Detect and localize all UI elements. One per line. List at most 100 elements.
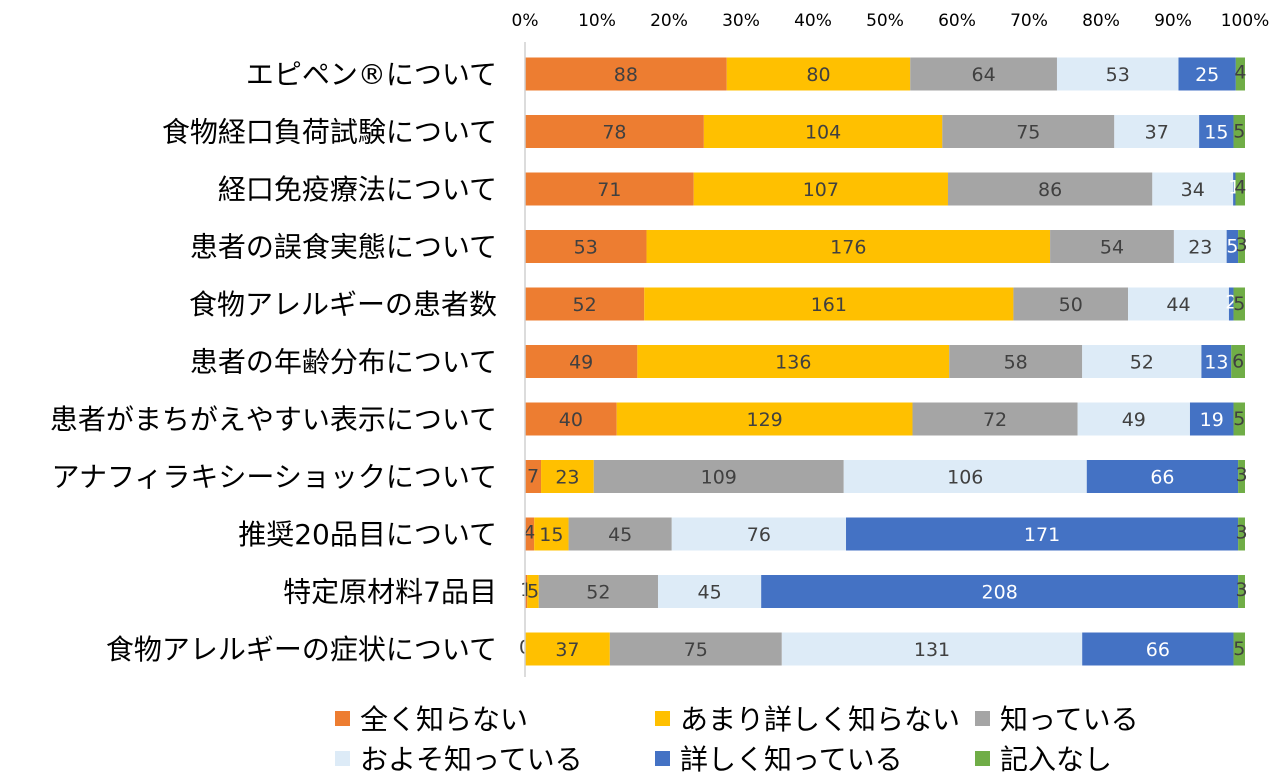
x-tick-label: 30%: [722, 11, 760, 31]
data-label: 76: [747, 524, 771, 546]
bar-segment: [525, 402, 617, 436]
category-label: エピペン®について: [246, 58, 497, 91]
data-label: 3: [1236, 521, 1248, 543]
legend-swatch: [655, 710, 670, 726]
data-label: 80: [806, 64, 830, 86]
category-labels: エピペン®について食物経口負荷試験について経口免疫療法について患者の誤食実態につ…: [50, 58, 497, 666]
bar-segment: [657, 575, 762, 608]
x-tick-label: 60%: [938, 11, 976, 31]
bar-segment: [525, 517, 535, 551]
bar-segment: [527, 575, 539, 608]
bar-segment: [1086, 460, 1239, 493]
bar-segment: [693, 172, 948, 206]
category-label: 患者がまちがえやすい表示について: [50, 403, 497, 436]
bar-segment: [644, 287, 1014, 321]
category-label: アナフィラキシーショックについて: [52, 461, 497, 494]
legend-swatch: [975, 710, 990, 726]
x-tick-label: 10%: [578, 11, 616, 31]
category-label: 食物アレルギーの症状について: [106, 633, 497, 666]
bar-segment: [541, 460, 594, 493]
bar-segment: [525, 230, 647, 263]
data-label: 136: [775, 351, 811, 373]
data-label: 53: [1106, 64, 1130, 86]
data-label: 54: [1100, 236, 1124, 258]
data-label: 52: [573, 294, 597, 316]
bar-segment: [1235, 57, 1245, 91]
data-label: 78: [602, 121, 626, 143]
bar-segment: [1013, 287, 1129, 321]
bar-segment: [616, 402, 913, 436]
bar-segment: [1238, 460, 1245, 493]
x-tick-label: 80%: [1082, 11, 1120, 31]
bar-segment: [1050, 230, 1174, 263]
bar-segment: [1233, 632, 1245, 666]
bar-segment: [1238, 517, 1245, 551]
bar-segment: [1235, 172, 1245, 206]
bar-segment: [1238, 230, 1245, 263]
data-label: 104: [805, 121, 841, 143]
bar-segment: [1114, 115, 1200, 148]
bar-segment: [1231, 345, 1245, 378]
legend-item: 記入なし: [975, 740, 1112, 776]
data-label: 3: [1236, 464, 1248, 486]
data-label: 44: [1166, 294, 1190, 316]
data-label: 45: [608, 524, 632, 546]
data-label: 52: [586, 581, 610, 603]
data-label: 53: [574, 236, 598, 258]
bar-segment: [637, 345, 950, 378]
data-label: 64: [972, 64, 996, 86]
data-label: 49: [569, 351, 593, 373]
data-label: 5: [1233, 293, 1245, 315]
bar-segment: [525, 632, 610, 666]
bar-segment: [1077, 402, 1190, 436]
bar-segment: [949, 345, 1083, 378]
x-tick-label: 50%: [866, 11, 904, 31]
data-label: 4: [1234, 61, 1246, 83]
bar-segment: [703, 115, 943, 148]
bar-segment: [1233, 172, 1236, 206]
data-label: 86: [1038, 179, 1062, 201]
data-label: 66: [1146, 639, 1170, 661]
data-label: 49: [1122, 409, 1146, 431]
legend: 全く知らない あまり詳しく知らない 知っている およそ知っている 詳しく知っている 記入な…: [335, 700, 1275, 780]
legend-item: およそ知っている: [335, 740, 583, 776]
legend-item: あまり詳しく知らない: [655, 700, 960, 736]
data-label: 5: [1226, 235, 1238, 257]
data-label: 109: [701, 466, 737, 488]
data-label: 106: [947, 466, 983, 488]
category-label: 食物アレルギーの患者数: [189, 288, 497, 321]
x-tick-label: 90%: [1154, 11, 1192, 31]
bar-segment: [1226, 230, 1239, 263]
stacked-bar-chart: 0% 10% 20% 30% 40% 50% 60% 70% 80% 90% 100% エピペン®に…: [50, 11, 1269, 677]
data-label: 7: [527, 465, 539, 487]
data-label: 15: [1204, 121, 1228, 143]
legend-label: あまり詳しく知らない: [680, 703, 961, 736]
bar-segment: [1238, 575, 1245, 608]
bar-segment: [1201, 345, 1232, 378]
data-label: 50: [1059, 294, 1083, 316]
data-label: 15: [539, 524, 563, 546]
bar-segment: [942, 115, 1115, 148]
x-tick-label: 70%: [1010, 11, 1048, 31]
x-tick-label: 20%: [650, 11, 688, 31]
category-label: 患者の年齢分布について: [190, 346, 497, 379]
data-label: 176: [830, 236, 866, 258]
data-label: 5: [1233, 120, 1245, 142]
bar-segment: [646, 230, 1051, 263]
data-label: 72: [983, 409, 1007, 431]
bar-segment: [525, 345, 638, 378]
bar-segment: [568, 517, 672, 551]
data-label: 75: [684, 639, 708, 661]
category-label: 特定原材料7品目: [283, 576, 497, 609]
data-label: 34: [1181, 179, 1205, 201]
bar-segment: [1173, 230, 1227, 263]
bar-segment: [1233, 287, 1245, 321]
data-label: 19: [1200, 409, 1224, 431]
bar-segment: [1228, 287, 1234, 321]
legend-label: 記入なし: [1000, 743, 1113, 776]
data-label: 107: [803, 179, 839, 201]
x-tick-label: 0%: [512, 11, 539, 31]
bar-segment: [1199, 115, 1234, 148]
data-label: 4: [1234, 176, 1246, 198]
data-label: 37: [555, 639, 579, 661]
